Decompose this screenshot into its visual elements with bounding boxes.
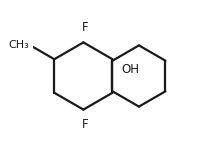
Text: F: F bbox=[82, 118, 88, 131]
Text: F: F bbox=[82, 21, 88, 34]
Text: OH: OH bbox=[121, 63, 139, 76]
Text: CH₃: CH₃ bbox=[8, 40, 29, 50]
